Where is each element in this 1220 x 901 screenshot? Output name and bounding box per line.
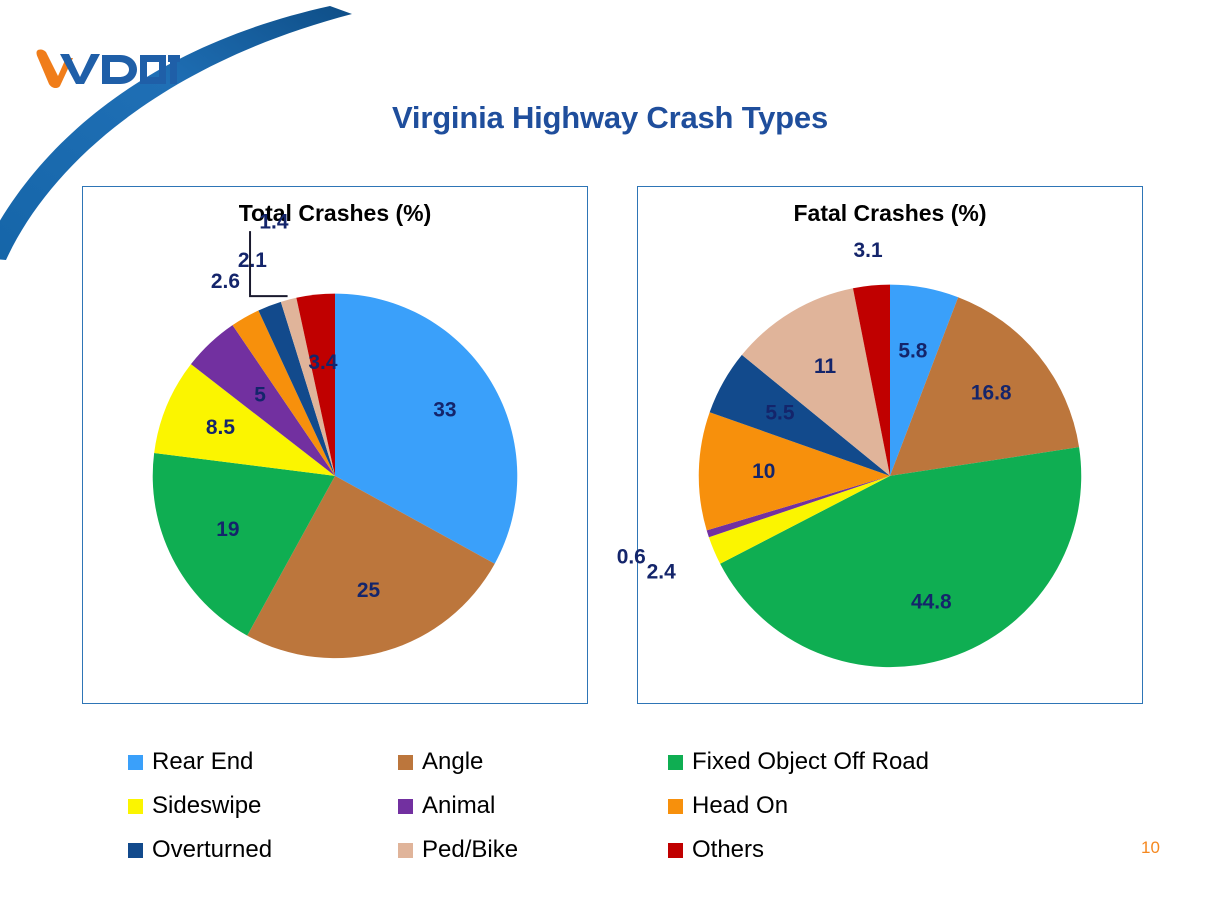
pie-slice-label: 44.8 xyxy=(911,591,952,614)
pie-slice xyxy=(296,293,335,476)
pie-chart-total-crashes: 33 25 19 8.5 5 2.62.1 1.4 3.4 xyxy=(152,211,518,659)
pie-slice-label: 3.4 xyxy=(308,351,337,374)
legend-item-others: Others xyxy=(668,836,1108,864)
legend-swatch-icon xyxy=(668,842,683,858)
legend-label: Ped/Bike xyxy=(422,836,519,863)
pie-slice xyxy=(335,293,518,564)
legend-swatch-icon xyxy=(668,754,683,770)
pie-slice xyxy=(890,284,959,476)
pie-slice-label: 1.4 xyxy=(259,211,288,234)
legend-label: Fixed Object Off Road xyxy=(692,748,929,775)
pie-slice xyxy=(232,310,335,476)
pie-slice-label: 5.5 xyxy=(765,402,794,425)
pie-slice-label: 19 xyxy=(216,518,239,541)
pie-slice xyxy=(741,288,890,476)
legend-item-fixed-object-off-road: Fixed Object Off Road xyxy=(668,748,1108,776)
pie-slice-label: 16.8 xyxy=(971,382,1012,405)
pie-slice xyxy=(709,354,890,476)
legend-swatch-icon xyxy=(398,754,413,770)
pie-chart-fatal-crashes: 5.8 16.8 44.8 2.40.6 10 5.5 11 3.1 xyxy=(617,239,1082,668)
pie-slice-label: 2.1 xyxy=(238,249,267,272)
legend-item-head-on: Head On xyxy=(668,792,1108,820)
pie-slice xyxy=(708,475,890,564)
label-leader-line xyxy=(249,231,288,298)
pie-slice xyxy=(190,325,335,476)
pie-slice xyxy=(852,284,890,476)
legend-swatch-icon xyxy=(128,842,143,858)
legend-label: Overturned xyxy=(152,836,273,863)
pie-slice xyxy=(152,453,335,636)
legend-label: Sideswipe xyxy=(152,792,262,819)
pie-slice-label: 0.6 xyxy=(617,546,646,569)
pie-slice-label: 8.5 xyxy=(206,416,235,439)
legend-label: Angle xyxy=(422,748,484,775)
page-number: 10 xyxy=(1141,838,1160,857)
legend-swatch-icon xyxy=(128,754,143,770)
legend-item-angle: Angle xyxy=(398,748,668,776)
legend-label: Others xyxy=(692,836,765,863)
legend-item-ped-bike: Ped/Bike xyxy=(398,836,668,864)
pie-slice xyxy=(154,364,335,476)
legend-label: Head On xyxy=(692,792,789,819)
pie-slice xyxy=(280,297,335,476)
pie-slice-label: 2.4 xyxy=(647,561,676,584)
pie-slice-label: 5 xyxy=(254,384,266,407)
pie-slice xyxy=(720,447,1082,668)
pie-slice xyxy=(258,301,335,476)
vdot-wordmark xyxy=(60,54,180,84)
legend-swatch-icon xyxy=(668,798,683,814)
legend-item-animal: Animal xyxy=(398,792,668,820)
pie-slice xyxy=(247,475,495,659)
chart-title-total-crashes: Total Crashes (%) xyxy=(238,200,432,226)
chart-panel-fatal-crashes: Fatal Crashes (%) 5.8 16.8 44.8 2.4 0.6 10 5.5… xyxy=(617,186,1143,704)
legend-label: Animal xyxy=(422,792,496,819)
chart-panel-total-crashes: Total Crashes (%) 33 25 19 8.5 5 2.6 2.1 1.4 3.4 xyxy=(82,186,588,704)
pie-slice xyxy=(698,412,890,531)
legend-item-rear-end: Rear End xyxy=(128,748,398,776)
pie-slice xyxy=(890,297,1080,476)
v-swoosh-icon xyxy=(36,49,73,88)
legend-item-overturned: Overturned xyxy=(128,836,398,864)
legend-label: Rear End xyxy=(152,748,254,775)
pie-slice-label: 3.1 xyxy=(854,239,883,262)
legend-swatch-icon xyxy=(398,842,413,858)
pie-slice-label: 2.6 xyxy=(211,270,240,293)
pie-slice-label: 33 xyxy=(433,398,456,421)
legend-item-sideswipe: Sideswipe xyxy=(128,792,398,820)
legend-swatch-icon xyxy=(398,798,413,814)
legend-swatch-icon xyxy=(128,798,143,814)
chart-title-fatal-crashes: Fatal Crashes (%) xyxy=(793,200,987,226)
pie-slice-label: 25 xyxy=(357,579,381,602)
pie-slice-label: 10 xyxy=(752,460,775,483)
pie-slice-label: 5.8 xyxy=(898,339,927,362)
page-title: Virginia Highway Crash Types xyxy=(392,100,828,135)
pie-slice xyxy=(706,475,890,538)
pie-slice-label: 11 xyxy=(814,355,836,378)
vdot-logo xyxy=(36,49,180,88)
chart-legend: Rear End Angle Fixed Object Off Road Sid… xyxy=(128,740,1108,872)
